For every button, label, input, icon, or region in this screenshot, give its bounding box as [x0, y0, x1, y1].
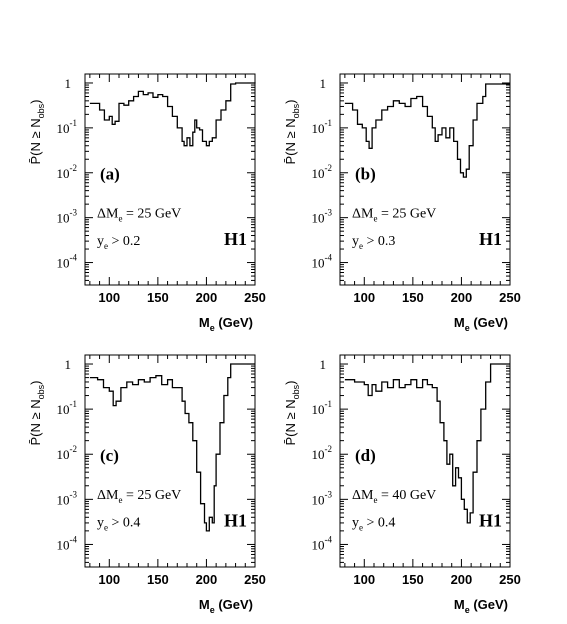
- y-tick-label: 10-4: [312, 253, 333, 271]
- x-tick-label: 250: [499, 290, 521, 305]
- probability-curve: [89, 363, 255, 532]
- x-tick-label: 150: [147, 572, 169, 587]
- y-tick-label: 10-1: [312, 118, 333, 136]
- panel-b: 100 150 200 250 1 10-1 10-2 10-3 10-4 Me (GeV) P̄(…: [283, 73, 521, 333]
- x-tick-label: 200: [451, 290, 473, 305]
- h1-label: H1: [224, 511, 247, 531]
- y-tick-label: 10-2: [312, 163, 333, 181]
- x-axis-title: Me (GeV): [199, 597, 253, 615]
- panel-a: 100 150 200 250 1 10-1 10-2 10-3 10-4 Me (GeV) P̄(…: [28, 73, 266, 333]
- x-tick-label: 150: [402, 290, 424, 305]
- x-tick-label: 150: [402, 572, 424, 587]
- x-tick-label: 100: [353, 290, 375, 305]
- y-axis-title: P̄(N ≥ Nobs): [283, 381, 301, 446]
- panel-c: 100 150 200 250 1 10-1 10-2 10-3 10-4 Me (GeV) P̄(…: [28, 354, 266, 615]
- probability-curve: [344, 363, 510, 524]
- y-cut-annotation: ye > 0.3: [352, 234, 395, 251]
- y-tick-label: 1: [320, 76, 327, 91]
- y-tick-label: 10-3: [312, 489, 333, 507]
- probability-curve: [344, 83, 510, 178]
- x-tick-label: 250: [499, 572, 521, 587]
- y-tick-label: 10-4: [57, 253, 78, 271]
- y-tick-label: 10-4: [312, 534, 333, 552]
- y-tick-label: 10-4: [57, 534, 78, 552]
- y-tick-label: 1: [65, 76, 72, 91]
- x-tick-label: 250: [244, 572, 266, 587]
- delta-m-annotation: ΔMe = 40 GeV: [352, 488, 436, 505]
- delta-m-annotation: ΔMe = 25 GeV: [352, 206, 436, 223]
- y-axis-title: P̄(N ≥ Nobs): [28, 100, 46, 165]
- y-tick-label: 1: [65, 357, 72, 372]
- x-axis-title: Me (GeV): [454, 597, 508, 615]
- x-tick-label: 100: [353, 572, 375, 587]
- panel-tag: (d): [355, 446, 376, 465]
- y-tick-label: 10-1: [57, 399, 78, 417]
- x-tick-label: 150: [147, 290, 169, 305]
- y-cut-annotation: ye > 0.4: [352, 516, 395, 533]
- y-tick-label: 10-3: [312, 208, 333, 226]
- x-tick-label: 200: [451, 572, 473, 587]
- h1-label: H1: [224, 229, 247, 249]
- y-cut-annotation: ye > 0.4: [97, 516, 140, 533]
- panel-d: 100 150 200 250 1 10-1 10-2 10-3 10-4 Me (GeV) P̄(…: [283, 354, 521, 615]
- x-axis-title: Me (GeV): [199, 315, 253, 333]
- y-axis-title: P̄(N ≥ Nobs): [28, 381, 46, 446]
- y-tick-label: 10-2: [312, 444, 333, 462]
- y-tick-label: 1: [320, 357, 327, 372]
- delta-m-annotation: ΔMe = 25 GeV: [97, 206, 181, 223]
- x-tick-label: 250: [244, 290, 266, 305]
- y-tick-label: 10-3: [57, 489, 78, 507]
- y-tick-label: 10-1: [312, 399, 333, 417]
- panel-tag: (b): [355, 165, 376, 184]
- x-axis-title: Me (GeV): [454, 315, 508, 333]
- panel-tag: (c): [100, 446, 119, 465]
- h1-label: H1: [479, 229, 502, 249]
- y-tick-label: 10-3: [57, 208, 78, 226]
- x-tick-label: 100: [98, 572, 120, 587]
- y-axis-title: P̄(N ≥ Nobs): [283, 100, 301, 165]
- y-tick-label: 10-2: [57, 444, 78, 462]
- x-tick-label: 100: [98, 290, 120, 305]
- y-cut-annotation: ye > 0.2: [97, 234, 140, 251]
- panel-tag: (a): [100, 165, 120, 184]
- h1-label: H1: [479, 511, 502, 531]
- x-tick-label: 200: [196, 572, 218, 587]
- delta-m-annotation: ΔMe = 25 GeV: [97, 488, 181, 505]
- y-tick-label: 10-2: [57, 163, 78, 181]
- probability-curve: [89, 82, 256, 147]
- y-tick-label: 10-1: [57, 118, 78, 136]
- x-tick-label: 200: [196, 290, 218, 305]
